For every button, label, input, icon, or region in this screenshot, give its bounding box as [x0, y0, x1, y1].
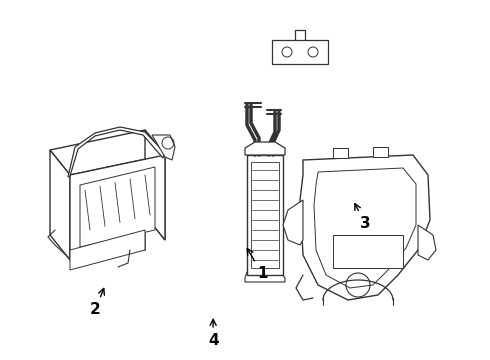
Polygon shape: [68, 127, 165, 177]
Text: 2: 2: [90, 288, 104, 317]
Polygon shape: [333, 148, 348, 158]
Polygon shape: [283, 200, 303, 245]
Polygon shape: [50, 130, 165, 175]
Polygon shape: [70, 155, 165, 260]
Polygon shape: [152, 135, 175, 160]
Polygon shape: [418, 225, 436, 260]
Polygon shape: [300, 155, 430, 300]
Polygon shape: [70, 230, 145, 270]
Polygon shape: [251, 162, 279, 268]
Polygon shape: [145, 130, 165, 240]
Polygon shape: [247, 155, 283, 275]
Polygon shape: [245, 142, 285, 155]
Text: 1: 1: [247, 248, 268, 281]
Polygon shape: [80, 167, 155, 247]
Polygon shape: [272, 40, 328, 64]
Polygon shape: [314, 168, 416, 288]
Polygon shape: [50, 150, 70, 260]
Text: 4: 4: [208, 319, 219, 348]
Polygon shape: [373, 147, 388, 157]
Polygon shape: [333, 235, 403, 268]
Text: 3: 3: [355, 204, 370, 231]
